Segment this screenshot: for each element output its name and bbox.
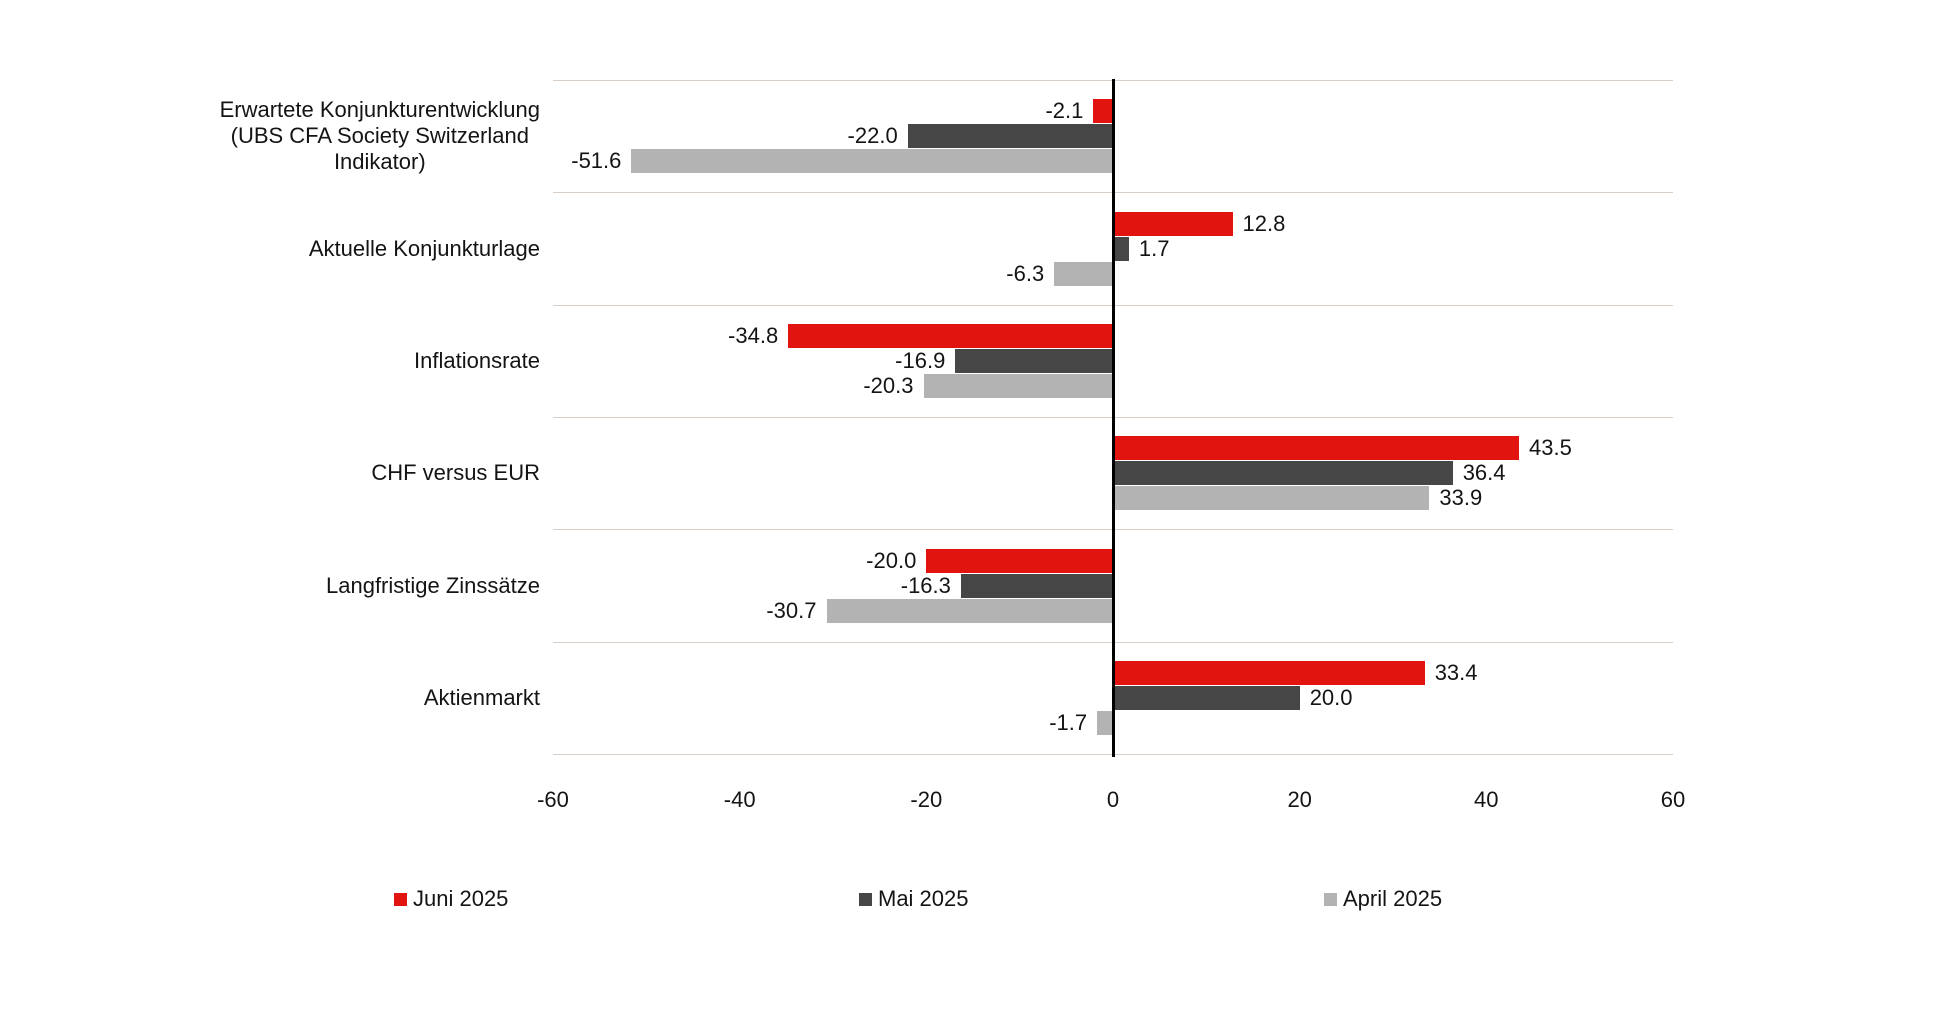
legend-swatch-icon <box>859 892 872 906</box>
bar-value-label: -20.0 <box>866 547 917 573</box>
bar-april-2025 <box>1054 261 1113 286</box>
bar-juni-2025 <box>1113 211 1233 236</box>
bar-value-label: -16.3 <box>900 572 951 598</box>
bar-value-label: -16.9 <box>895 347 946 373</box>
bar-mai-2025 <box>960 573 1113 598</box>
bar-value-label: -6.3 <box>1006 260 1045 286</box>
bar-value-label: -51.6 <box>571 148 622 174</box>
bar-juni-2025 <box>1113 660 1425 685</box>
bar-april-2025 <box>631 149 1113 174</box>
category-label: Erwartete Konjunkturentwicklung (UBS CFA … <box>220 97 540 175</box>
x-tick-label: -40 <box>723 787 756 812</box>
bar-april-2025 <box>1097 710 1113 735</box>
bar-mai-2025 <box>907 124 1113 149</box>
bar-value-label: 33.9 <box>1439 485 1483 511</box>
category-label: Langfristige Zinssätze <box>326 573 540 599</box>
bar-juni-2025 <box>926 548 1113 573</box>
legend-swatch-icon <box>1324 892 1337 906</box>
bar-value-label: -1.7 <box>1049 709 1088 735</box>
category-label-line: Inflationsrate <box>414 347 540 373</box>
bar-juni-2025 <box>1113 436 1519 461</box>
x-tick-label: 40 <box>1474 787 1499 812</box>
bar-mai-2025 <box>955 348 1113 373</box>
bar-value-label: -34.8 <box>728 322 779 348</box>
zero-axis-line <box>1111 79 1115 757</box>
category-label-line: Aktienmarkt <box>423 684 540 710</box>
bar-mai-2025 <box>1113 236 1129 261</box>
legend-item-mai-2025: Mai 2025 <box>859 888 969 910</box>
x-tick-label: 0 <box>1106 787 1120 812</box>
x-tick-label: -20 <box>910 787 943 812</box>
category-label-line: Indikator) <box>333 149 426 175</box>
category-label: Aktienmarkt <box>424 685 540 711</box>
legend-label: Mai 2025 <box>878 886 969 911</box>
category-label: Inflationsrate <box>414 348 540 374</box>
legend-item-juni-2025: Juni 2025 <box>394 888 508 910</box>
category-label-line: Aktuelle Konjunkturlage <box>308 235 540 261</box>
bar-value-label: 36.4 <box>1462 460 1506 486</box>
category-label: Aktuelle Konjunkturlage <box>309 236 540 262</box>
bar-mai-2025 <box>1113 461 1453 486</box>
bar-april-2025 <box>1113 486 1430 511</box>
bar-april-2025 <box>923 373 1113 398</box>
legend-label: April 2025 <box>1343 886 1443 911</box>
x-tick-label: 60 <box>1660 787 1686 812</box>
bar-juni-2025 <box>788 323 1113 348</box>
bar-april-2025 <box>826 598 1113 623</box>
bar-value-label: 33.4 <box>1434 659 1478 685</box>
bar-value-label: -22.0 <box>847 123 898 149</box>
x-tick-label: 20 <box>1287 787 1312 812</box>
legend-item-april-2025: April 2025 <box>1324 888 1442 910</box>
x-tick-label: -60 <box>537 787 569 812</box>
legend-swatch-icon <box>394 892 407 906</box>
bar-value-label: -2.1 <box>1045 98 1084 124</box>
category-label-line: Langfristige Zinssätze <box>326 572 540 598</box>
bar-mai-2025 <box>1113 685 1300 710</box>
bar-juni-2025 <box>1093 99 1113 124</box>
category-label-line: CHF versus EUR <box>371 460 540 486</box>
category-label-line: Erwartete Konjunkturentwicklung <box>219 97 540 123</box>
bar-value-label: -20.3 <box>863 372 914 398</box>
category-label-line: (UBS CFA Society Switzerland <box>230 123 529 149</box>
legend-label: Juni 2025 <box>413 886 509 911</box>
bar-value-label: 1.7 <box>1138 235 1170 261</box>
bar-value-label: 43.5 <box>1529 435 1572 461</box>
category-label: CHF versus EUR <box>371 460 540 486</box>
bar-value-label: -30.7 <box>766 597 817 623</box>
bar-value-label: 20.0 <box>1309 684 1353 710</box>
bar-value-label: 12.8 <box>1242 210 1286 236</box>
